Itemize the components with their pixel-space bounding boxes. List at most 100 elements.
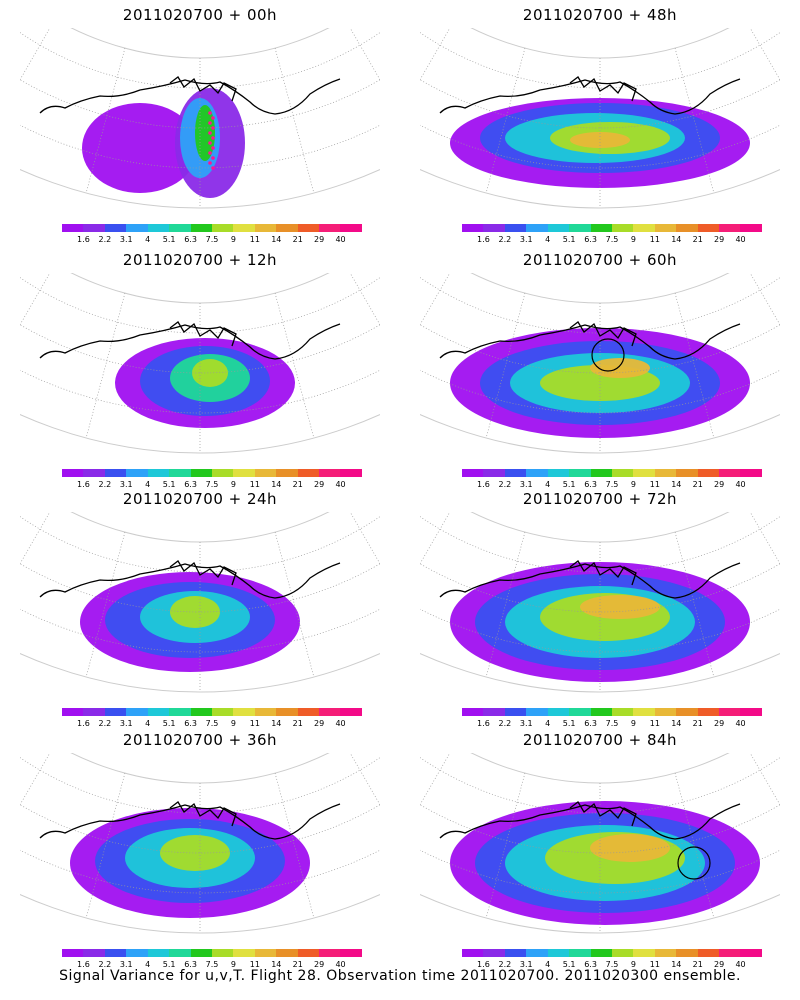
coastline (39, 803, 341, 840)
variance-map (420, 273, 780, 454)
colorbar-tick-label: 1.6 (77, 480, 90, 489)
colorbar-labels: 1.6 2.2 3.1 4 5.1 6.3 7.5 9 11 14 21 29 40 (62, 480, 362, 490)
colorbar-swatch (654, 469, 677, 477)
colorbar-swatch (276, 224, 298, 232)
variance-map (420, 512, 780, 693)
panel-2: 2011020700 + 12h 1.6 2.2 3.1 4 5.1 6.3 7.5 9 11 1… (0, 245, 400, 490)
colorbar-swatch (340, 469, 362, 477)
variance-contour (170, 596, 220, 628)
colorbar-tick-label: 14 (671, 960, 682, 969)
colorbar-swatch (147, 224, 170, 232)
colorbar-tick-label: 14 (671, 719, 682, 728)
latitude-gridline (20, 324, 380, 374)
observation-point (211, 166, 215, 170)
colorbar-swatch (740, 949, 762, 957)
observation-point (211, 126, 215, 130)
panel-6: 2011020700 + 36h 1.6 2.2 3.1 4 5.1 6.3 7.5 9 11 1… (0, 725, 400, 970)
variance-contour (160, 835, 230, 871)
observation-point (211, 156, 215, 160)
colorbar-swatch (504, 469, 527, 477)
colorbar (462, 949, 762, 957)
colorbar-tick-label: 7.5 (605, 960, 619, 969)
colorbar-swatch (654, 708, 677, 716)
colorbar-swatch (611, 949, 634, 957)
colorbar-tick-label: 29 (714, 235, 725, 244)
colorbar-swatch (590, 224, 612, 232)
latitude-gridline (20, 79, 380, 129)
arctic-islands-coastline (569, 801, 637, 827)
colorbar-swatch (254, 469, 277, 477)
colorbar-swatch (633, 949, 655, 957)
colorbar-swatch (633, 224, 655, 232)
colorbar-tick-label: 21 (292, 719, 303, 728)
colorbar-tick-label: 29 (714, 719, 725, 728)
longitude-gridline (420, 512, 451, 565)
colorbar-swatch (526, 708, 548, 716)
longitude-gridline (749, 512, 780, 565)
colorbar-tick-label: 5.1 (562, 719, 576, 728)
longitude-gridline (349, 753, 380, 806)
panel-title: 2011020700 + 24h (122, 490, 278, 508)
colorbar-tick-label: 4 (145, 480, 151, 489)
longitude-gridline (674, 48, 715, 194)
colorbar-tick-label: 3.1 (519, 719, 533, 728)
longitude-gridline (349, 512, 380, 565)
arctic-islands-coastline (169, 321, 237, 347)
colorbar-tick-label: 14 (271, 960, 282, 969)
colorbar-tick-label: 21 (292, 960, 303, 969)
colorbar-tick-label: 9 (630, 960, 636, 969)
colorbar-swatch (740, 708, 762, 716)
colorbar-swatch (547, 469, 570, 477)
coastline (439, 323, 741, 360)
variance-contour (192, 359, 228, 387)
colorbar-labels: 1.6 2.2 3.1 4 5.1 6.3 7.5 9 11 14 21 29 40 (462, 480, 762, 490)
colorbar-swatch (462, 949, 484, 957)
colorbar-swatch (569, 469, 591, 477)
panel-0: 2011020700 + 00h 1.6 2.2 3.1 4 5.1 6.3 7.5 9 11 1… (0, 0, 400, 245)
colorbar-tick-label: 3.1 (119, 719, 133, 728)
colorbar-tick-label: 7.5 (605, 480, 619, 489)
colorbar-tick-label: 40 (335, 960, 346, 969)
colorbar-tick-label: 11 (649, 235, 660, 244)
longitude-gridline (20, 753, 51, 806)
longitude-gridline (20, 273, 51, 326)
latitude-gridline (20, 563, 380, 613)
colorbar-swatch (654, 949, 677, 957)
latitude-gridline (420, 277, 780, 334)
colorbar-tick-label: 4 (545, 235, 551, 244)
panel-title: 2011020700 + 84h (522, 731, 678, 749)
colorbar-tick-label: 5.1 (162, 235, 176, 244)
colorbar-tick-label: 3.1 (519, 960, 533, 969)
observation-point (208, 131, 212, 135)
arctic-islands-coastline (169, 560, 237, 586)
colorbar-swatch (297, 469, 320, 477)
variance-map (420, 753, 780, 934)
colorbar-labels: 1.6 2.2 3.1 4 5.1 6.3 7.5 9 11 14 21 29 40 (462, 235, 762, 245)
colorbar-swatch (483, 708, 505, 716)
colorbar-tick-label: 3.1 (119, 960, 133, 969)
colorbar-tick-label: 9 (230, 235, 236, 244)
coastline (439, 562, 741, 599)
colorbar-tick-label: 5.1 (562, 235, 576, 244)
longitude-gridline (349, 273, 380, 326)
colorbar-swatch (719, 708, 741, 716)
colorbar-swatch (483, 949, 505, 957)
colorbar-tick-label: 6.3 (584, 960, 597, 969)
panel-title: 2011020700 + 00h (122, 6, 278, 24)
colorbar-tick-label: 6.3 (184, 960, 197, 969)
longitude-gridline (20, 512, 51, 565)
colorbar-swatch (254, 708, 277, 716)
colorbar-swatch (297, 708, 320, 716)
colorbar-tick-label: 21 (692, 719, 703, 728)
colorbar-swatch (340, 949, 362, 957)
colorbar-swatch (276, 469, 298, 477)
colorbar-tick-label: 4 (545, 480, 551, 489)
colorbar-labels: 1.6 2.2 3.1 4 5.1 6.3 7.5 9 11 14 21 29 40 (62, 719, 362, 729)
colorbar-tick-label: 40 (735, 235, 746, 244)
colorbar-swatch (233, 469, 255, 477)
colorbar-tick-label: 5.1 (162, 960, 176, 969)
colorbar (62, 224, 362, 232)
colorbar-tick-label: 7.5 (605, 719, 619, 728)
colorbar-tick-label: 3.1 (519, 235, 533, 244)
colorbar-swatch (104, 949, 127, 957)
